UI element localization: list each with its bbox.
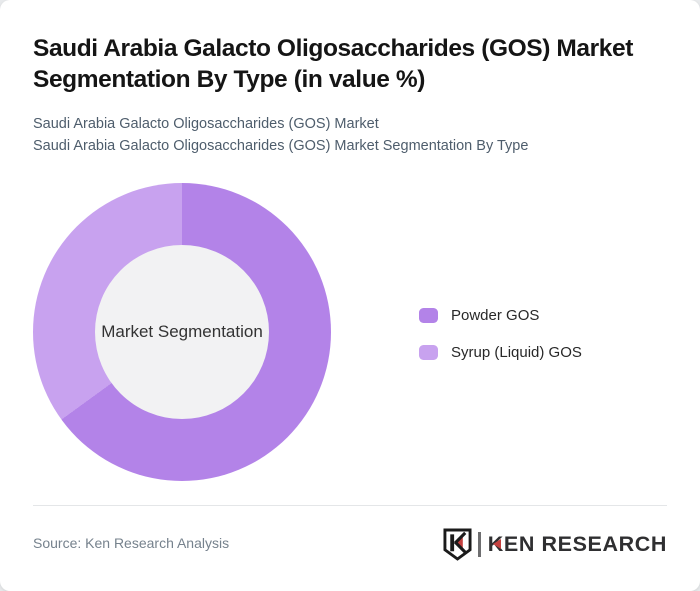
legend-row: Syrup (Liquid) GOS — [419, 344, 582, 361]
page-title: Saudi Arabia Galacto Oligosaccharides (G… — [33, 33, 663, 95]
ken-research-shield-icon — [443, 528, 472, 561]
legend-swatch — [419, 345, 438, 360]
subtitle-line-1: Saudi Arabia Galacto Oligosaccharides (G… — [33, 116, 379, 132]
legend-label: Syrup (Liquid) GOS — [451, 344, 582, 361]
logo-separator — [477, 531, 481, 557]
donut-center-label: Market Segmentation — [101, 322, 263, 341]
chart-subtitles: Saudi Arabia Galacto Oligosaccharides (G… — [33, 113, 663, 157]
chart-legend: Powder GOS Syrup (Liquid) GOS — [419, 307, 582, 382]
subtitle-line-2: Saudi Arabia Galacto Oligosaccharides (G… — [33, 138, 529, 154]
ken-research-logo: KEN RESEARCH — [443, 527, 667, 561]
legend-label: Powder GOS — [451, 307, 540, 324]
logo-text-wrap: KEN RESEARCH — [488, 532, 667, 557]
footer-divider — [33, 505, 667, 506]
legend-row: Powder GOS — [419, 307, 582, 324]
donut-chart: Market Segmentation — [33, 183, 331, 481]
donut-hole: Market Segmentation — [95, 245, 269, 419]
logo-text: KEN RESEARCH — [487, 531, 667, 556]
source-note: Source: Ken Research Analysis — [33, 535, 230, 551]
legend-swatch — [419, 308, 438, 323]
page-title-line-1: Saudi Arabia Galacto Oligosaccharides (G… — [33, 35, 633, 62]
ken-logo-red-triangle-icon — [492, 539, 501, 549]
page-title-line-2: Segmentation By Type (in value %) — [33, 66, 426, 93]
